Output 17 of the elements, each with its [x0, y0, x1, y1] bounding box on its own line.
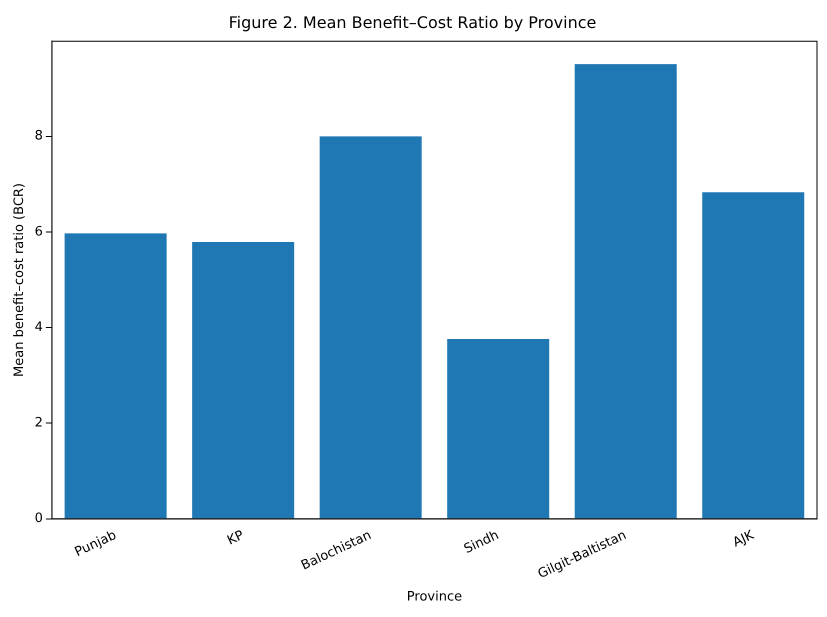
y-tick-label: 0	[34, 511, 43, 526]
x-tick-label: KP	[225, 528, 246, 548]
bar	[320, 136, 422, 518]
y-axis-title: Mean benefit–cost ratio (BCR)	[12, 183, 28, 377]
y-tick-label: 4	[34, 320, 43, 335]
bar	[447, 339, 550, 518]
bar	[64, 233, 167, 518]
x-axis-title: Province	[406, 590, 462, 605]
x-tick-label: Sindh	[462, 528, 502, 558]
chart-title: Figure 2. Mean Benefit–Cost Ratio by Province	[228, 12, 596, 32]
bar	[574, 64, 677, 518]
bar	[702, 192, 804, 518]
bar	[192, 242, 294, 518]
y-tick-label: 6	[34, 224, 43, 240]
y-tick-label: 2	[34, 416, 43, 431]
x-tick-label: AJK	[730, 528, 757, 551]
y-tick-label: 8	[34, 128, 43, 144]
